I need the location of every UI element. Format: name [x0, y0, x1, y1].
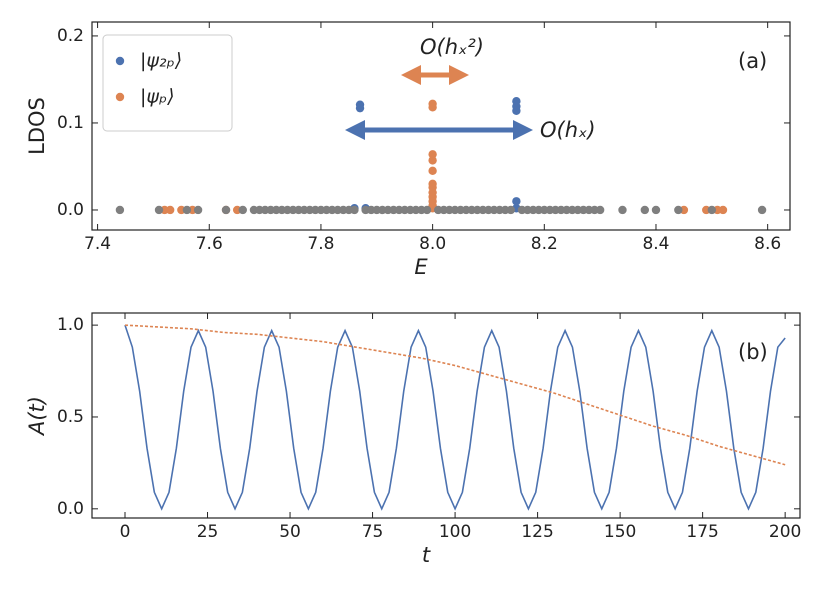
scatter-point — [674, 205, 683, 215]
panel-label: (a) — [738, 49, 767, 73]
scatter-point — [182, 205, 192, 215]
annotation: O(hₓ²) — [420, 35, 484, 59]
x-tick-label: 100 — [439, 522, 471, 542]
x-tick-label: 200 — [769, 522, 801, 542]
x-tick-label: 7.6 — [196, 234, 223, 254]
scatter-point — [428, 103, 437, 112]
x-tick-label: 7.8 — [307, 234, 334, 254]
scatter-point — [757, 205, 767, 215]
line-series — [124, 324, 786, 511]
scatter-point — [428, 166, 437, 176]
x-tick-label: 125 — [521, 522, 553, 542]
scatter-point — [165, 205, 175, 215]
scatter-point — [506, 205, 515, 215]
legend-marker — [115, 92, 125, 102]
y-axis-label: LDOS — [25, 97, 49, 155]
scatter-point — [651, 205, 661, 215]
scatter-point — [115, 205, 125, 215]
y-tick-label: 0.0 — [57, 200, 84, 220]
y-tick-label: 0.0 — [57, 499, 84, 519]
x-tick-label: 175 — [686, 522, 718, 542]
scatter-point — [640, 205, 650, 215]
x-axis-label: t — [422, 543, 431, 567]
annotation: O(hₓ) — [540, 118, 596, 142]
y-tick-label: 0.5 — [57, 407, 84, 427]
y-tick-label: 0.2 — [57, 26, 84, 46]
scatter-point — [422, 205, 432, 215]
scatter-point — [350, 205, 359, 215]
legend-label: |ψ₂ₚ⟩ — [140, 50, 182, 72]
scatter-point — [618, 205, 627, 215]
scatter-point — [512, 106, 521, 115]
legend: |ψ₂ₚ⟩ |ψₚ⟩ — [102, 34, 233, 132]
y-tick-label: 1.0 — [57, 315, 84, 335]
x-tick-label: 150 — [604, 522, 636, 542]
scatter-point — [428, 156, 437, 165]
panel-label: (b) — [738, 340, 768, 364]
scatter-point — [154, 205, 164, 215]
axes-frame — [91, 21, 791, 231]
scatter-point — [221, 205, 231, 215]
legend-label: |ψₚ⟩ — [140, 86, 174, 108]
scatter-point — [718, 205, 728, 215]
scatter-point — [428, 150, 437, 159]
x-tick-label: 0 — [120, 522, 131, 542]
x-tick-label: 8.2 — [531, 234, 558, 254]
scatter-point — [238, 205, 247, 215]
scatter-point — [707, 205, 717, 215]
y-axis-label: A(t) — [25, 396, 49, 437]
scatter-point — [595, 205, 605, 215]
x-tick-label: 8.4 — [642, 234, 669, 254]
line-series — [124, 324, 786, 466]
x-tick-label: 8.0 — [419, 234, 446, 254]
x-tick-label: 25 — [197, 522, 219, 542]
scatter-point — [355, 103, 365, 113]
x-tick-label: 50 — [279, 522, 301, 542]
x-tick-label: 8.6 — [754, 234, 781, 254]
x-axis-label: E — [414, 255, 428, 279]
axes-frame — [91, 312, 801, 519]
scatter-point — [193, 205, 203, 215]
scatter-point — [512, 197, 521, 206]
legend-box — [102, 34, 233, 132]
x-tick-label: 75 — [362, 522, 384, 542]
y-tick-label: 0.1 — [57, 113, 84, 133]
legend-marker — [115, 56, 125, 66]
x-tick-label: 7.4 — [84, 234, 111, 254]
